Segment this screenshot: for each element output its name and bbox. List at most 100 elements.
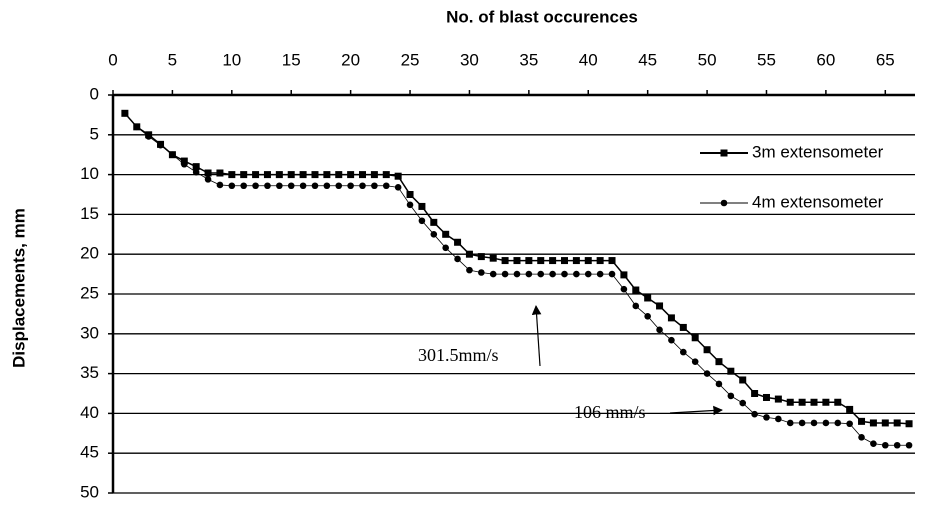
point — [299, 171, 307, 179]
point — [881, 441, 889, 449]
point — [596, 270, 604, 278]
x-tick-label: 25 — [401, 50, 420, 69]
point — [751, 410, 758, 418]
point — [406, 191, 414, 198]
point — [774, 395, 782, 403]
point — [596, 257, 604, 265]
point — [323, 182, 331, 190]
point — [501, 257, 509, 265]
x-tick-label: 35 — [519, 50, 538, 69]
point — [169, 151, 176, 158]
x-tick-label: 45 — [638, 50, 657, 69]
point — [715, 358, 723, 366]
point — [335, 182, 343, 190]
point — [893, 419, 901, 427]
point — [822, 419, 830, 427]
y-tick-label: 40 — [80, 403, 99, 422]
point — [561, 270, 568, 278]
point — [668, 336, 675, 344]
y-tick-label: 30 — [80, 323, 99, 342]
point — [644, 312, 651, 320]
point — [525, 270, 533, 278]
point — [703, 346, 711, 354]
point — [359, 171, 367, 179]
point — [133, 123, 141, 131]
point — [359, 182, 366, 190]
point — [751, 390, 759, 397]
point — [893, 441, 901, 449]
point — [572, 257, 580, 265]
point — [275, 171, 283, 179]
x-tick-label: 50 — [698, 50, 717, 69]
legend-label: 3m extensometer — [752, 142, 884, 161]
point — [691, 334, 699, 342]
y-tick-label: 10 — [80, 164, 99, 183]
point — [679, 323, 687, 331]
point — [858, 433, 865, 441]
point — [145, 133, 152, 140]
y-tick-label: 50 — [80, 482, 99, 501]
point — [870, 440, 877, 447]
point — [466, 266, 473, 274]
point — [513, 270, 521, 278]
point — [727, 392, 735, 400]
point — [537, 270, 545, 278]
point — [263, 171, 271, 179]
point — [691, 358, 699, 365]
point — [157, 141, 164, 149]
point — [644, 294, 652, 302]
point — [739, 399, 747, 407]
point — [786, 398, 794, 406]
point — [727, 367, 735, 375]
point — [287, 171, 295, 179]
x-tick-label: 30 — [460, 50, 479, 69]
point — [204, 169, 212, 177]
point — [703, 370, 711, 377]
point — [584, 270, 592, 278]
point — [513, 257, 521, 265]
point — [394, 172, 402, 180]
point — [371, 182, 378, 190]
y-tick-label: 5 — [90, 124, 99, 143]
point — [846, 405, 854, 413]
point — [846, 420, 853, 428]
point — [763, 414, 770, 421]
point — [560, 257, 568, 265]
point — [216, 169, 224, 177]
point — [454, 255, 461, 263]
x-tick-label: 40 — [579, 50, 598, 69]
point — [786, 419, 794, 427]
point — [762, 393, 770, 401]
point — [192, 168, 200, 176]
point — [418, 217, 426, 225]
point — [311, 171, 319, 179]
point — [252, 171, 260, 179]
point — [442, 230, 450, 238]
point — [632, 302, 640, 310]
point — [382, 171, 390, 179]
point — [834, 419, 842, 427]
point — [798, 398, 806, 406]
point — [228, 182, 236, 190]
point — [287, 182, 295, 190]
point — [240, 171, 248, 179]
point — [501, 270, 509, 278]
point — [739, 376, 747, 384]
point — [240, 182, 247, 190]
point — [656, 302, 664, 310]
y-tick-label: 45 — [80, 443, 99, 462]
point — [584, 257, 592, 265]
point — [121, 110, 129, 117]
point — [418, 202, 426, 210]
point — [667, 314, 675, 322]
point — [798, 419, 806, 427]
point — [442, 244, 449, 252]
point — [335, 171, 343, 179]
x-tick-label: 60 — [816, 50, 835, 69]
point — [905, 441, 913, 449]
legend-label: 4m extensometer — [752, 192, 884, 211]
point — [822, 398, 830, 406]
y-axis-label: Displacements, mm — [9, 208, 28, 368]
point — [608, 270, 616, 278]
